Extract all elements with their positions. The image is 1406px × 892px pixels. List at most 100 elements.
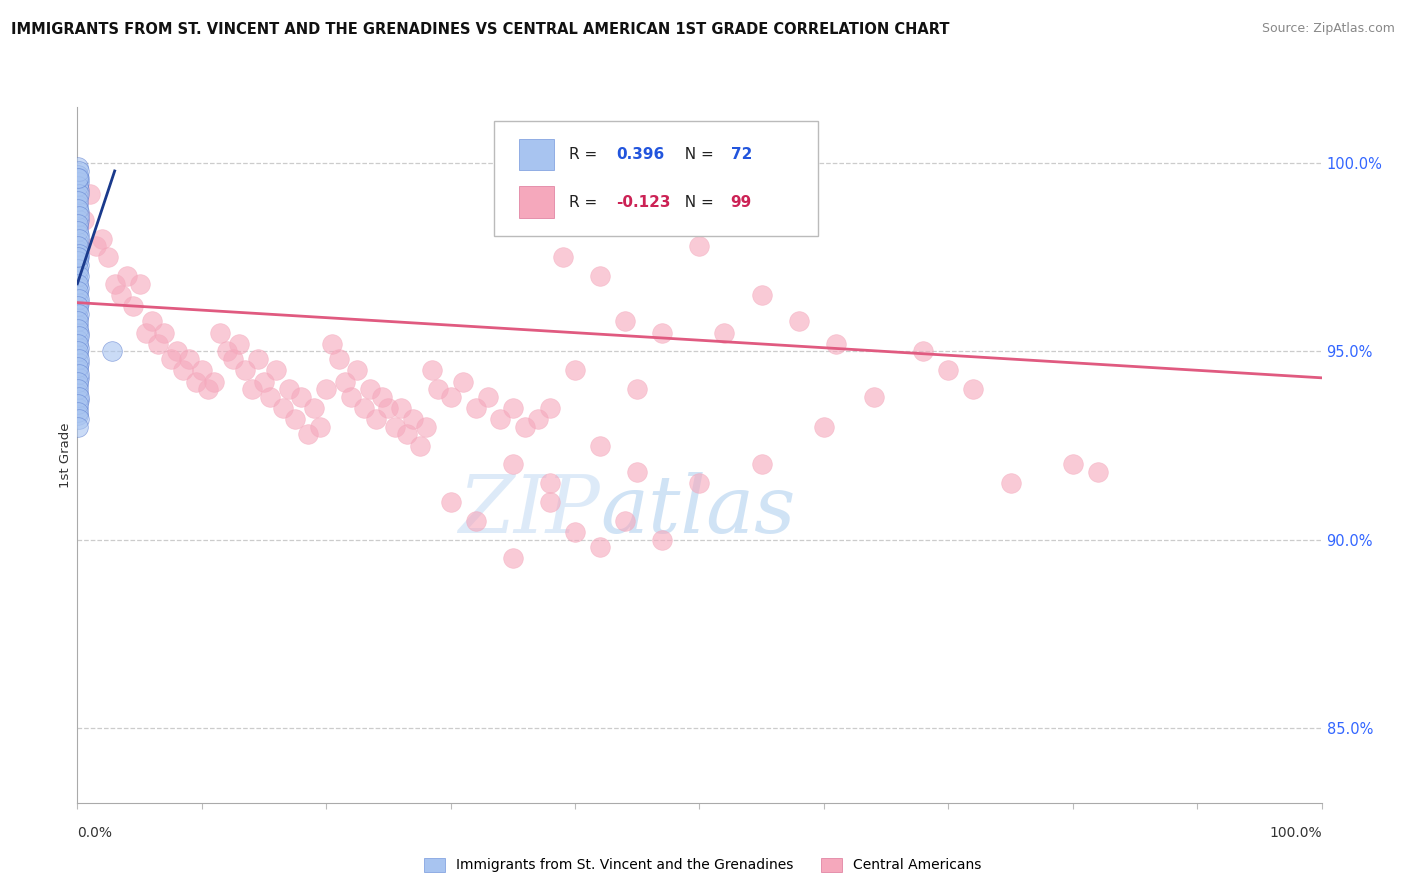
Point bbox=[613, 514, 636, 528]
Point bbox=[751, 458, 773, 472]
Point bbox=[67, 359, 90, 374]
Point bbox=[66, 194, 89, 208]
Point bbox=[489, 412, 512, 426]
Text: R =: R = bbox=[569, 194, 602, 210]
Point bbox=[651, 326, 673, 340]
Point bbox=[67, 333, 90, 347]
Point bbox=[477, 390, 499, 404]
Point bbox=[67, 266, 90, 280]
Point bbox=[67, 348, 90, 362]
Point bbox=[67, 322, 90, 336]
Point bbox=[825, 337, 848, 351]
Point bbox=[135, 326, 157, 340]
Point bbox=[277, 382, 299, 396]
Point bbox=[67, 280, 90, 294]
Point bbox=[91, 232, 114, 246]
Point bbox=[66, 254, 89, 268]
Point bbox=[67, 209, 90, 223]
Point bbox=[962, 382, 984, 396]
Point bbox=[128, 277, 150, 291]
Point bbox=[613, 314, 636, 328]
Text: 0.396: 0.396 bbox=[616, 147, 665, 162]
Point bbox=[297, 427, 319, 442]
Point bbox=[67, 419, 90, 434]
Point bbox=[101, 344, 124, 359]
Point bbox=[67, 179, 90, 194]
Point bbox=[67, 285, 90, 299]
Text: N =: N = bbox=[675, 194, 718, 210]
Point bbox=[271, 401, 294, 415]
Point bbox=[538, 495, 561, 509]
Point bbox=[538, 476, 561, 491]
Point bbox=[787, 314, 810, 328]
Point bbox=[564, 363, 586, 377]
Point bbox=[1087, 465, 1109, 479]
Point bbox=[240, 382, 263, 396]
Point bbox=[72, 212, 94, 227]
Point bbox=[67, 239, 90, 253]
Point bbox=[222, 351, 245, 366]
Point bbox=[67, 329, 90, 343]
Point bbox=[384, 419, 406, 434]
Point bbox=[67, 246, 90, 260]
Point bbox=[104, 277, 127, 291]
Point bbox=[564, 524, 586, 539]
Point bbox=[67, 202, 90, 216]
Point bbox=[67, 299, 90, 313]
Point bbox=[67, 251, 90, 265]
Point bbox=[153, 326, 176, 340]
Point bbox=[377, 401, 399, 415]
Point bbox=[67, 292, 90, 306]
Point bbox=[67, 382, 90, 396]
Point bbox=[67, 363, 90, 377]
Point bbox=[67, 295, 90, 310]
Point bbox=[197, 382, 219, 396]
Point bbox=[67, 224, 90, 238]
Point bbox=[427, 382, 450, 396]
Point bbox=[67, 251, 90, 265]
Point bbox=[912, 344, 935, 359]
Point bbox=[67, 307, 90, 321]
Point bbox=[67, 351, 90, 366]
Text: Source: ZipAtlas.com: Source: ZipAtlas.com bbox=[1261, 22, 1395, 36]
Point bbox=[346, 363, 368, 377]
Point bbox=[97, 251, 120, 265]
Point bbox=[938, 363, 960, 377]
Point bbox=[67, 220, 90, 235]
Point bbox=[67, 171, 90, 186]
Point bbox=[67, 397, 90, 411]
Point bbox=[67, 344, 90, 359]
Point bbox=[67, 393, 90, 408]
Point bbox=[67, 277, 90, 291]
Point bbox=[751, 288, 773, 302]
Point bbox=[266, 363, 288, 377]
Point bbox=[67, 371, 90, 385]
Text: R =: R = bbox=[569, 147, 602, 162]
Point bbox=[67, 243, 90, 257]
Point bbox=[66, 171, 89, 186]
Point bbox=[420, 363, 443, 377]
Point bbox=[141, 314, 163, 328]
Point bbox=[626, 465, 648, 479]
Point bbox=[115, 269, 138, 284]
Point bbox=[502, 551, 524, 566]
Point bbox=[359, 382, 381, 396]
Point bbox=[202, 375, 225, 389]
Point bbox=[66, 310, 89, 325]
FancyBboxPatch shape bbox=[519, 186, 554, 218]
Point bbox=[67, 412, 90, 426]
Point bbox=[440, 495, 463, 509]
Text: ZIP: ZIP bbox=[458, 472, 600, 549]
Text: N =: N = bbox=[675, 147, 718, 162]
Point bbox=[67, 318, 90, 333]
Point bbox=[66, 235, 89, 250]
Point bbox=[67, 186, 90, 201]
Point bbox=[172, 363, 194, 377]
Point bbox=[396, 427, 419, 442]
Point bbox=[502, 458, 524, 472]
Point bbox=[148, 337, 170, 351]
Point bbox=[191, 363, 214, 377]
Point bbox=[451, 375, 474, 389]
Point bbox=[67, 326, 90, 340]
Text: -0.123: -0.123 bbox=[616, 194, 671, 210]
